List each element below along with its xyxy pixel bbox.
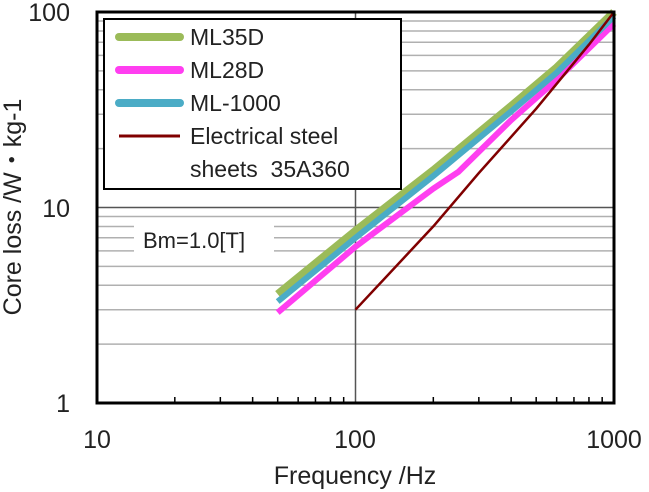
legend-label-electrical-steel-line2: sheets 35A360 (190, 156, 350, 182)
x-tick-label: 1000 (586, 426, 642, 454)
series-line-ml28d (275, 21, 617, 315)
series-line-electrical-steel (354, 11, 615, 311)
y-tick-label: 10 (42, 195, 70, 223)
annotation-box: Bm=1.0[T] (134, 222, 274, 256)
legend-label-ml28d: ML28D (190, 57, 264, 83)
y-tick-label: 1 (56, 390, 70, 418)
plot-frame (95, 10, 616, 405)
legend-label-ml-1000: ML-1000 (190, 90, 281, 116)
annotation-text: Bm=1.0[T] (143, 228, 245, 253)
series-line-ml35d (275, 9, 617, 298)
legend-label-ml35d: ML35D (190, 24, 264, 50)
legend: ML35D ML28D ML-1000 Electrical steel she… (103, 18, 402, 190)
y-axis-title: Core loss /W・kg-1 (0, 99, 27, 316)
series-line-ml-1000 (275, 14, 617, 304)
y-tick-label: 100 (28, 0, 70, 27)
x-tick-label: 100 (334, 426, 376, 454)
x-axis-title: Frequency /Hz (274, 462, 437, 490)
legend-label-electrical-steel-line1: Electrical steel (190, 123, 338, 149)
x-tick-label: 10 (83, 426, 111, 454)
series-layer (275, 9, 617, 315)
